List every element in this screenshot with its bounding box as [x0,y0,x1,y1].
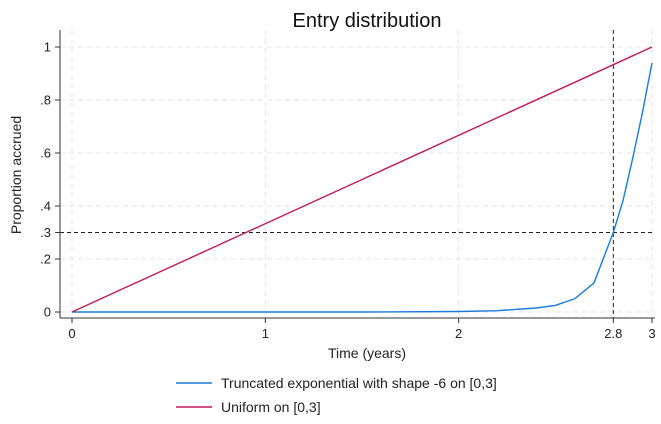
y-axis-title: Proportion accrued [8,116,24,234]
series [71,46,653,313]
x-tick-label: 0 [68,326,75,341]
series-line-1 [71,46,653,313]
legend: Truncated exponential with shape -6 on [… [176,375,497,415]
legend-label-1: Uniform on [0,3] [221,399,321,415]
y-tick-label: 0 [44,305,51,320]
x-tick-label: 3 [648,326,655,341]
y-tick-label: .6 [40,146,51,161]
chart-title: Entry distribution [293,10,442,32]
x-tick-label: 1 [262,326,269,341]
y-tick-label: .3 [40,225,51,240]
y-tick-label: .4 [40,199,51,214]
reference-lines [60,30,655,318]
legend-label-0: Truncated exponential with shape -6 on [… [221,375,497,391]
x-tick-label: 2.8 [604,326,622,341]
x-tick-label: 2 [455,326,462,341]
series-line-0 [72,62,653,313]
y-tick-label: .2 [40,252,51,267]
x-axis-title: Time (years) [328,345,406,361]
grid [60,30,655,318]
y-tick-label: 1 [44,40,51,55]
y-ticks: 0 .2 .3 .4 .6 .8 1 [40,40,60,320]
y-tick-label: .8 [40,93,51,108]
x-ticks: 0 1 2 2.8 3 [68,318,656,341]
